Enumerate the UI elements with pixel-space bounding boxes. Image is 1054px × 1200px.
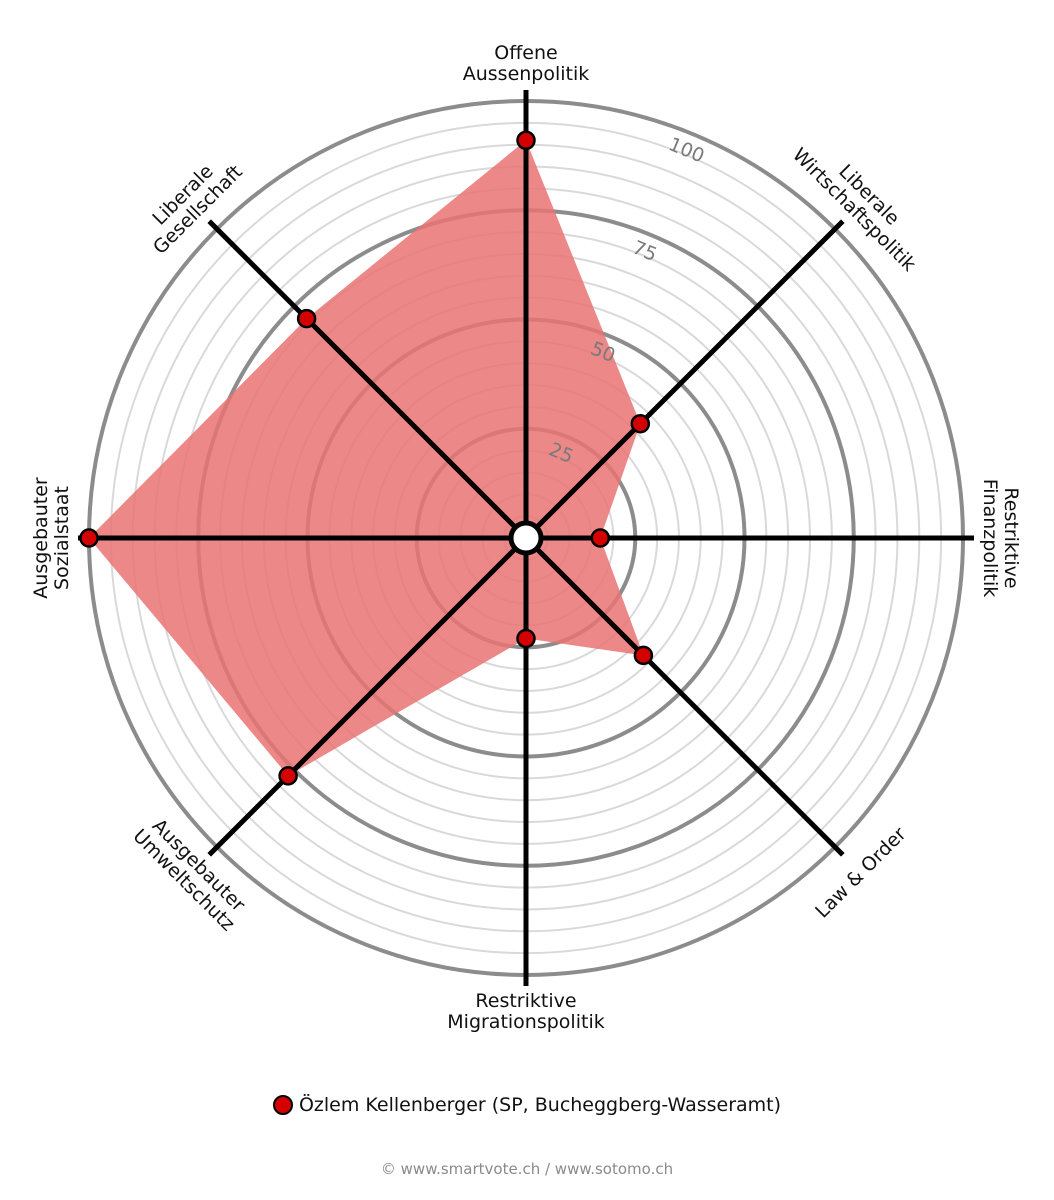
legend: Özlem Kellenberger (SP, Bucheggberg-Wass…: [0, 1094, 1054, 1116]
axis-label-line: Offene: [494, 42, 557, 64]
axis-spoke: [524, 219, 845, 540]
axis-label-line: Migrationspolitik: [447, 1011, 604, 1033]
axis-label-line: Finanzpolitik: [979, 479, 1001, 598]
axis-label-line: Restriktive: [1000, 487, 1022, 588]
series-area: [89, 140, 644, 776]
axis-label-line: Ausgebauter: [30, 477, 52, 599]
axis-spoke: [207, 536, 528, 857]
axis-spoke: [524, 536, 845, 857]
axis-label-line: Restriktive: [475, 990, 576, 1012]
axis-label-line: Aussenpolitik: [463, 63, 590, 85]
axis-spoke: [207, 219, 528, 540]
data-points: [79, 130, 654, 786]
data-point: [79, 528, 99, 548]
data-point: [278, 766, 298, 786]
legend-label: Özlem Kellenberger (SP, Bucheggberg-Wass…: [298, 1094, 782, 1116]
legend-marker: [272, 1095, 293, 1115]
axis-label: Ausgebauter Sozialstaat: [30, 477, 73, 599]
data-point: [516, 130, 536, 151]
data-point: [633, 645, 654, 666]
data-point: [590, 528, 611, 548]
data-point: [516, 628, 536, 649]
axis-label-line: Sozialstaat: [51, 486, 73, 590]
data-point: [296, 308, 317, 329]
data-point: [630, 413, 651, 434]
center-hub: [508, 520, 544, 556]
series-area-layer: [89, 140, 644, 776]
credit-text: © www.smartvote.ch / www.sotomo.ch: [380, 1160, 674, 1178]
